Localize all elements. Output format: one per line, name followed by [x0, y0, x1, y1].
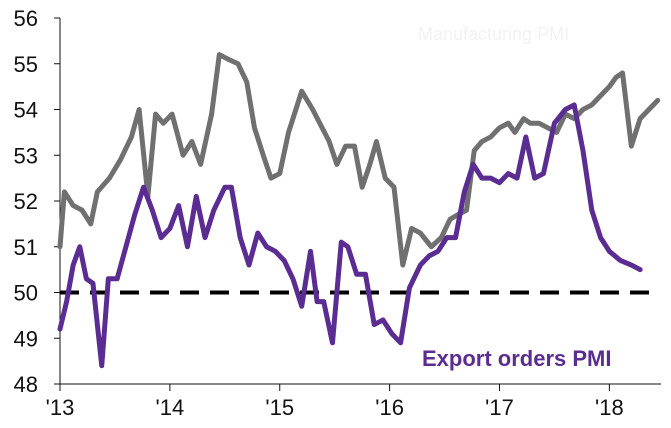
y-tick-label: 49: [14, 326, 38, 351]
x-axis-ticks: '13 '14 '15 '16 '17 '18: [46, 384, 624, 420]
y-tick-label: 51: [14, 235, 38, 260]
series-layer: [57, 52, 661, 369]
manufacturing-pmi-line: [57, 52, 661, 268]
export-orders-pmi-line: [57, 102, 643, 369]
x-tick-label: '18: [595, 395, 624, 420]
y-tick-label: 56: [14, 6, 38, 31]
y-tick-label: 53: [14, 143, 38, 168]
x-tick-label: '15: [265, 395, 294, 420]
y-axis-ticks: 48 49 50 51 52 53 54 55 56: [14, 6, 60, 397]
x-tick-label: '14: [156, 395, 185, 420]
x-tick-label: '16: [375, 395, 404, 420]
y-tick-label: 54: [14, 98, 38, 123]
annotation-export-orders-pmi: Export orders PMI: [422, 346, 611, 371]
x-tick-label: '13: [46, 395, 75, 420]
y-tick-label: 50: [14, 281, 38, 306]
y-tick-label: 48: [14, 372, 38, 397]
annotation-manufacturing-pmi: Manufacturing PMI: [418, 24, 569, 44]
x-tick-label: '17: [485, 395, 514, 420]
y-tick-label: 52: [14, 189, 38, 214]
y-tick-label: 55: [14, 52, 38, 77]
